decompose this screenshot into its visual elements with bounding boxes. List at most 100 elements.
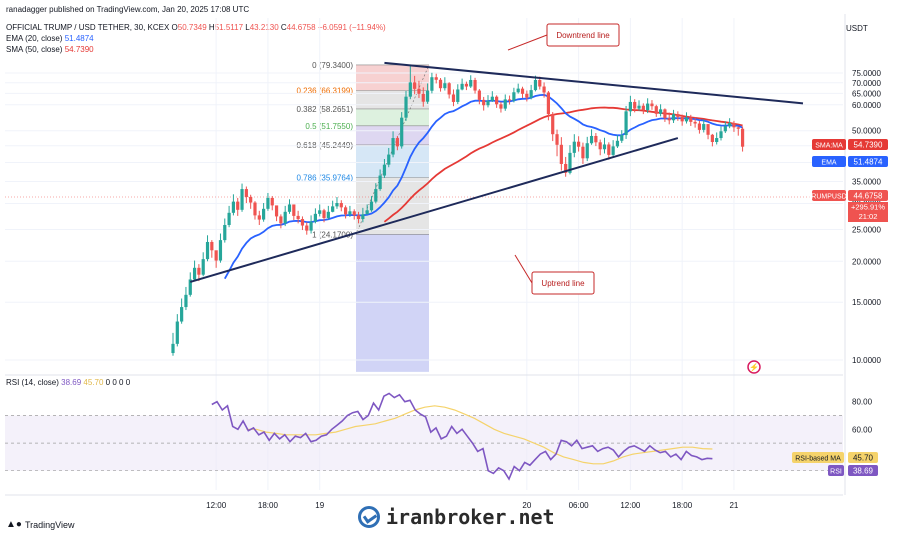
candle-body-3 [184,294,188,308]
change-value: −6.0591 (−11.94%) [317,23,386,32]
candle-body-42 [352,211,356,216]
candle-body-64 [447,83,451,95]
price-tick-3: 60.0000 [852,101,881,110]
candle-body-68 [464,83,469,87]
annotation-text-1: Uptrend line [541,279,585,288]
candle-body-85 [538,79,542,87]
time-tick-0: 12:00 [206,501,227,510]
candle-body-23 [270,197,274,206]
candle-body-16 [240,189,244,210]
candle-body-9 [210,241,214,251]
candle-body-81 [520,88,525,94]
rsi-legend-zero-4: 0 [125,378,131,387]
watermark: iranbroker.net [358,505,555,529]
fib-level-label-6: 1 (24.1700) [312,230,353,239]
candle-body-103 [615,140,620,147]
rsi-label-tag-1[interactable] [828,465,844,476]
candle-body-32 [309,221,313,231]
candle-body-41 [348,211,352,215]
candle-body-118 [680,116,684,122]
price-label-tag-0[interactable] [812,139,846,150]
annotation-box-0[interactable] [546,23,620,47]
candle-body-55 [408,82,412,97]
watermark-text: iranbroker.net [386,505,555,529]
candle-body-33 [313,213,317,222]
candle-body-17 [244,189,248,198]
price-tick-4: 50.0000 [852,127,881,136]
candle-body-94 [577,141,581,147]
tradingview-brand[interactable]: ▲● TradingView [6,519,74,530]
last-price-change: +295.91% [851,203,885,212]
price-label-tag-2[interactable] [812,190,846,201]
price-label-tag-1[interactable] [812,156,846,167]
candle-body-34 [318,210,322,214]
trendline-1[interactable] [189,137,679,283]
rsi-label-tag-0[interactable] [792,452,844,463]
price-label-value-0: 54.7390 [854,141,883,150]
candle-body-18 [249,197,253,203]
currency-label[interactable]: USDT [846,24,868,33]
candle-body-8 [205,241,210,260]
time-tick-3: 20 [522,501,531,510]
alert-icon[interactable] [747,360,761,374]
candle-body-30 [300,219,305,226]
candle-body-69 [469,79,473,87]
candle-body-80 [516,88,520,93]
price-label-box-2[interactable] [848,190,888,201]
trendline-0[interactable] [384,61,804,105]
candle-body-25 [279,216,283,224]
trendlines: Downtrend line Uptrend line ⚡ [189,23,804,374]
close-label: C [280,23,287,32]
rsi-label-box-0[interactable] [848,452,878,463]
rsi-legend[interactable]: RSI (14, close) 38.69 45.70 0 0 0 0 [6,378,130,387]
tradingview-logo-icon: ▲● [6,519,22,530]
ema-legend[interactable]: EMA (20, close) 51.4874 [6,34,94,43]
ema-legend-label: EMA (20, close) [6,34,63,43]
candle-body-40 [344,207,348,215]
candle-body-37 [331,206,335,212]
rsi-band [5,415,843,471]
candle-body-47 [374,189,378,202]
candle-body-89 [555,134,559,145]
time-tick-1: 18:00 [258,501,279,510]
candle-body-48 [378,175,382,190]
rsi-legend-value: 38.69 [61,378,82,387]
candle-body-83 [529,90,533,98]
price-label-box-0[interactable] [848,139,888,150]
candle-body-92 [568,152,572,173]
candle-body-120 [689,117,693,122]
price-tick-9: 25.0000 [852,225,881,234]
candle-body-90 [559,144,563,164]
candle-body-126 [715,138,719,142]
sma-line [383,106,743,223]
rsi-legend-zero-2: 0 [112,378,117,387]
candle-body-101 [607,144,611,155]
low-label: L [245,23,250,32]
candle-body-36 [326,211,330,218]
fib-zone-0 [356,64,429,91]
rsi-label-name-0: RSI-based MA [795,456,841,463]
price-labels: SMA:MA 54.7390 EMA 51.4874 TRUMPUSDT 44.6758 +… [792,139,888,476]
published-line: ranadagger published on TradingView.com,… [6,5,250,14]
price-tick-0: 75.0000 [852,69,881,78]
last-price-countdown: 21:02 [859,212,878,221]
time-tick-4: 06:00 [569,501,590,510]
candle-body-77 [503,99,507,109]
candle-body-2 [180,307,184,322]
candle-body-62 [438,79,443,89]
candle-body-84 [533,79,538,91]
fib-zone-2 [356,108,429,126]
sma-legend-value: 54.7390 [64,45,94,54]
candle-body-88 [551,114,555,135]
last-price-extra-box [848,202,888,222]
annotation-box-1[interactable] [531,271,595,295]
price-label-box-1[interactable] [848,156,888,167]
rsi-label-box-1[interactable] [848,465,878,476]
rsi-label-value-0: 45.70 [853,454,874,463]
candle-body-128 [723,126,727,132]
price-tick-7: 35.0000 [852,178,881,187]
sma-legend[interactable]: SMA (50, close) 54.7390 [6,45,94,54]
candle-body-20 [257,215,261,220]
